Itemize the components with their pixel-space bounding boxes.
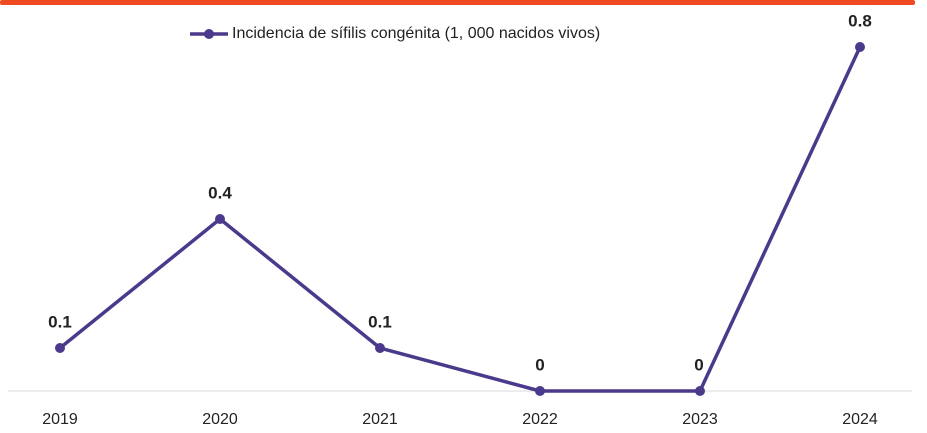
x-tick-label: 2021	[362, 411, 398, 428]
legend-marker	[204, 29, 214, 39]
data-label: 0	[694, 355, 703, 374]
data-label: 0.4	[208, 183, 232, 202]
x-tick-label: 2022	[522, 411, 558, 428]
data-point	[855, 42, 865, 52]
data-label: 0	[535, 355, 544, 374]
data-point	[55, 343, 65, 353]
data-label: 0.1	[368, 312, 392, 331]
series-line	[58, 46, 862, 393]
data-point	[375, 343, 385, 353]
data-point	[695, 386, 705, 396]
data-label: 0.8	[848, 11, 872, 30]
x-tick-label: 2019	[42, 411, 78, 428]
x-tick-label: 2020	[202, 411, 238, 428]
x-tick-label: 2023	[682, 411, 718, 428]
data-point	[215, 214, 225, 224]
legend-label: Incidencia de sífilis congénita (1, 000 …	[232, 25, 600, 42]
top-bar	[0, 0, 915, 5]
data-label: 0.1	[48, 312, 72, 331]
data-point	[535, 386, 545, 396]
x-tick-label: 2024	[842, 411, 878, 428]
